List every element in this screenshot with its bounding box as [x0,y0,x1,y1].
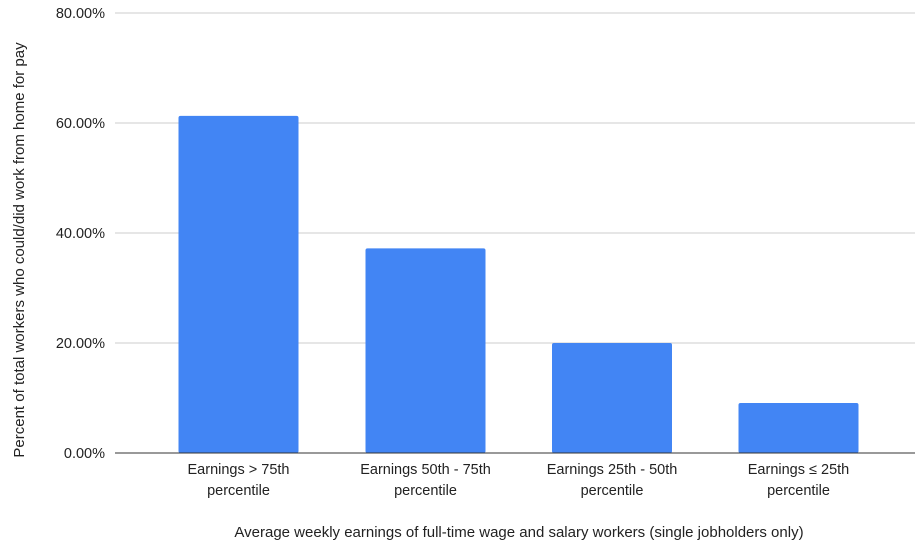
x-axis-categories: Earnings > 75th percentile Earnings 50th -… [188,462,850,499]
y-axis-ticks: 0.00% 20.00% 40.00% 60.00% 80.00% [56,6,105,462]
y-tick-label: 0.00% [64,446,105,462]
x-category-label: Earnings 25th - 50th percentile [547,462,678,499]
x-axis-title: Average weekly earnings of full-time wag… [234,524,803,541]
y-tick-label: 80.00% [56,6,105,22]
x-category-label: Earnings ≤ 25th percentile [748,462,849,499]
x-category-label: Earnings > 75th percentile [188,462,290,499]
x-category-label: Earnings 50th - 75th percentile [360,462,491,499]
bars [178,115,859,453]
bar [365,248,486,453]
bar [178,115,299,453]
y-axis-title: Percent of total workers who could/did w… [11,42,28,458]
y-tick-label: 40.00% [56,226,105,242]
y-tick-label: 60.00% [56,116,105,132]
bar [552,343,672,453]
y-tick-label: 20.00% [56,336,105,352]
bar [738,402,859,453]
